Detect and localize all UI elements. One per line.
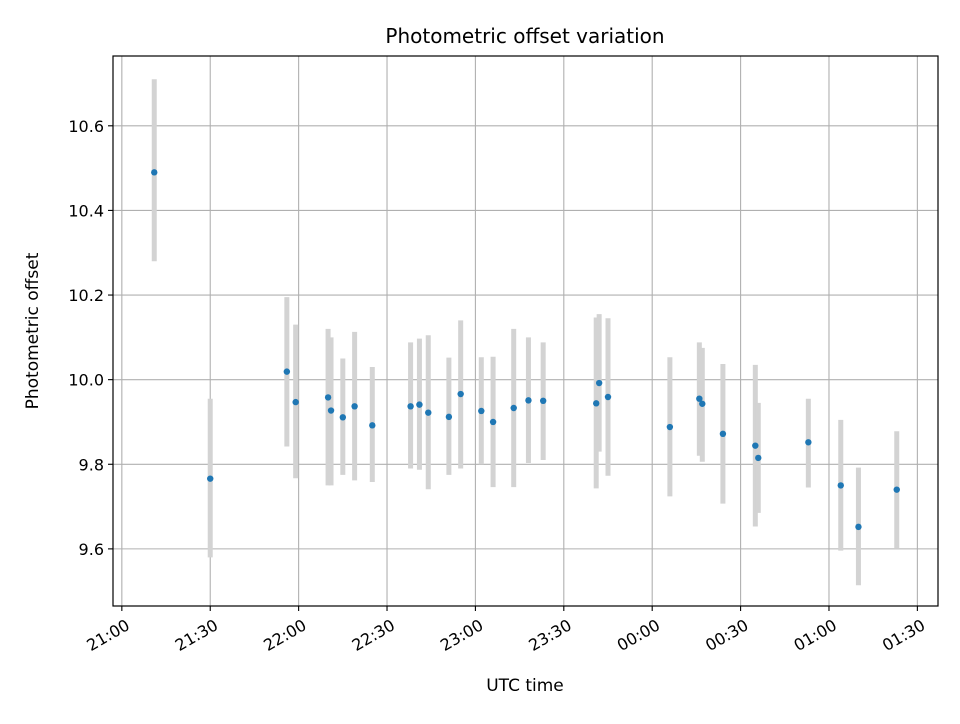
data-point [151, 169, 158, 176]
data-point [593, 400, 600, 407]
data-point [837, 482, 844, 489]
data-point [324, 394, 332, 401]
data-point [510, 404, 517, 412]
data-point [604, 393, 612, 401]
data-point [755, 454, 762, 462]
data-point [752, 442, 759, 449]
data-point [893, 486, 900, 493]
y-tick-label: 10.2 [68, 286, 104, 305]
y-tick-label: 10.0 [68, 371, 104, 390]
data-point [292, 398, 299, 406]
x-axis-label: UTC time [486, 676, 564, 696]
data-point [539, 397, 547, 405]
data-points [151, 169, 900, 531]
data-point [283, 368, 291, 375]
grid-lines [113, 56, 938, 606]
data-point [369, 422, 376, 429]
data-point [595, 379, 603, 387]
data-point [207, 475, 214, 482]
plot-frame [112, 55, 939, 607]
data-point [407, 403, 414, 410]
y-tick-label: 10.6 [68, 117, 104, 136]
data-point [699, 400, 706, 407]
data-point [719, 430, 727, 438]
y-axis-ticks: 9.6 9.8 10.0 10.2 10.4 10.6 [68, 117, 113, 559]
data-point [525, 397, 532, 404]
data-point [445, 413, 453, 421]
chart-title: Photometric offset variation [385, 24, 664, 48]
y-axis-label: Photometric offset [23, 252, 43, 409]
data-point [457, 390, 464, 398]
y-tick-label: 10.4 [68, 201, 104, 220]
y-tick-label: 9.8 [79, 455, 104, 474]
data-point [666, 423, 674, 431]
y-tick-label: 9.6 [79, 540, 104, 559]
data-point [805, 439, 812, 446]
data-point [416, 401, 423, 408]
data-point [425, 409, 432, 416]
data-point [351, 403, 358, 410]
data-point [478, 407, 485, 415]
data-point [327, 407, 335, 414]
data-point [696, 395, 703, 402]
data-point [339, 414, 347, 421]
data-point [855, 523, 862, 531]
data-point [489, 418, 497, 426]
